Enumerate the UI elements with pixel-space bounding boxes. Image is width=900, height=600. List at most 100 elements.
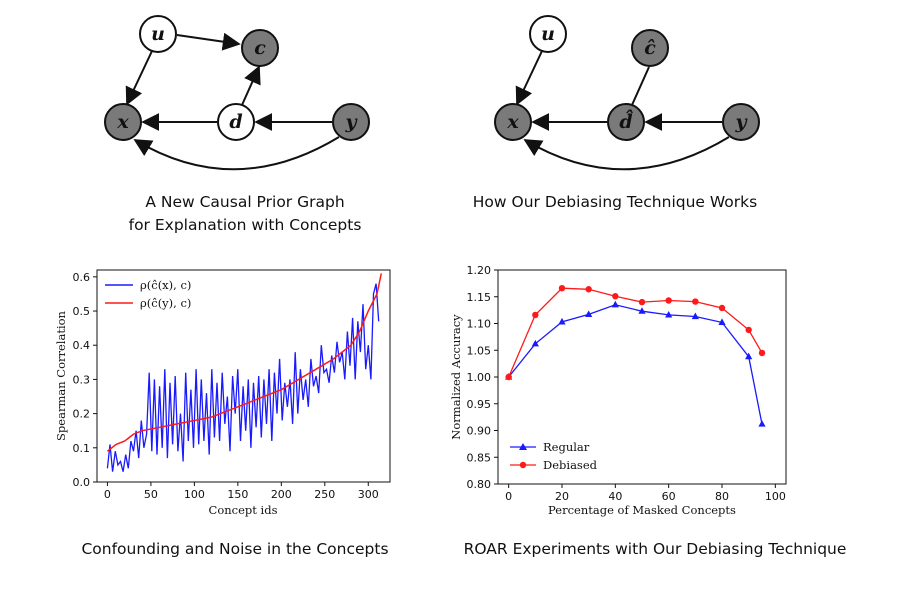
y-tick-label: 0.0 bbox=[73, 476, 91, 489]
y-tick-label: 0.95 bbox=[467, 398, 492, 411]
data-point-debiased bbox=[692, 298, 699, 305]
caption-confounding: Confounding and Noise in the Concepts bbox=[81, 540, 389, 558]
y-tick-label: 0.3 bbox=[73, 373, 91, 386]
edge-chat-dhat bbox=[631, 66, 650, 106]
y-tick-label: 0.5 bbox=[73, 305, 91, 318]
node-y bbox=[332, 103, 370, 141]
legend-label-regular: Regular bbox=[543, 440, 590, 454]
y-tick-label: 0.85 bbox=[467, 451, 492, 464]
data-point-debiased bbox=[745, 326, 752, 334]
data-point-debiased bbox=[638, 298, 646, 306]
node-d bbox=[217, 103, 255, 141]
edge-y-x-2 bbox=[523, 136, 730, 171]
data-point-regular bbox=[758, 420, 766, 427]
node-u bbox=[139, 15, 177, 53]
data-point-regular bbox=[638, 307, 646, 314]
x-tick-label: 200 bbox=[271, 488, 292, 501]
node-y-2 bbox=[722, 103, 760, 141]
caption-debiasing: How Our Debiasing Technique Works bbox=[472, 193, 758, 211]
y-tick-label: 1.20 bbox=[467, 264, 492, 277]
node-dhat bbox=[607, 103, 645, 141]
x-tick-label: 250 bbox=[314, 488, 335, 501]
node-y-2-label: y bbox=[734, 111, 748, 133]
node-chat-label: ĉ bbox=[644, 37, 656, 59]
node-c bbox=[241, 29, 279, 67]
data-point-debiased bbox=[612, 293, 619, 300]
node-u-label: u bbox=[151, 23, 165, 45]
x-axis-label: Concept ids bbox=[209, 503, 278, 517]
data-point-regular bbox=[691, 312, 699, 320]
y-axis-label-2: Normalized Accuracy bbox=[449, 314, 463, 440]
y-tick-label: 0.2 bbox=[73, 408, 91, 421]
series-line-c-hat-x bbox=[106, 283, 380, 472]
legend: ρ(ĉ(x), c) ρ(ĉ(y), c) bbox=[105, 278, 191, 310]
node-u-2 bbox=[529, 15, 567, 53]
debiasing-graph: u ĉ x d̂ y bbox=[494, 15, 760, 171]
data-point-regular bbox=[558, 317, 566, 325]
x-tick-label: 80 bbox=[715, 490, 729, 503]
edge-d-c bbox=[241, 65, 261, 106]
y-tick-label: 0.90 bbox=[467, 425, 492, 438]
edge-y-x bbox=[133, 136, 340, 171]
x-tick-label: 40 bbox=[608, 490, 622, 503]
node-x-2-label: x bbox=[506, 111, 519, 133]
node-d-label: d bbox=[229, 111, 242, 133]
causal-graph: u c x d y bbox=[104, 15, 370, 171]
x-tick-label: 150 bbox=[227, 488, 248, 501]
y-tick-label: 1.00 bbox=[467, 371, 492, 384]
node-c-label: c bbox=[254, 37, 266, 59]
data-point-regular bbox=[611, 300, 619, 308]
data-point-regular bbox=[585, 310, 593, 318]
y-tick-label: 0.1 bbox=[73, 442, 91, 455]
data-point-debiased bbox=[585, 286, 592, 293]
data-point-debiased bbox=[718, 304, 726, 312]
x-tick-label: 0 bbox=[104, 488, 111, 501]
node-chat bbox=[631, 29, 669, 67]
legend-label-debiased: Debiased bbox=[543, 458, 598, 472]
edge-u-c bbox=[176, 32, 241, 51]
legend-marker-debiased bbox=[519, 461, 527, 469]
y-tick-label: 1.10 bbox=[467, 318, 492, 331]
legend-marker-regular bbox=[519, 443, 527, 450]
data-point-debiased bbox=[558, 284, 566, 292]
x-tick-label: 300 bbox=[358, 488, 379, 501]
caption-causal-graph: A New Causal Prior Graph for Explanation… bbox=[100, 191, 390, 237]
caption-roar: ROAR Experiments with Our Debiasing Tech… bbox=[463, 540, 847, 558]
legend-2: Regular Debiased bbox=[510, 440, 598, 472]
x-tick-label: 20 bbox=[555, 490, 569, 503]
legend-label-series1: ρ(ĉ(x), c) bbox=[140, 278, 191, 292]
data-point-debiased bbox=[758, 349, 766, 357]
x-tick-label: 50 bbox=[144, 488, 158, 501]
data-point-debiased bbox=[532, 311, 539, 319]
node-x-2 bbox=[494, 103, 532, 141]
x-tick-label: 100 bbox=[184, 488, 205, 501]
y-tick-label: 1.05 bbox=[467, 344, 492, 357]
data-point-regular bbox=[718, 318, 726, 326]
node-x-label: x bbox=[116, 111, 129, 133]
y-tick-label: 0.6 bbox=[73, 271, 91, 284]
x-tick-label: 0 bbox=[505, 490, 512, 503]
spearman-chart: 0 50 100 150 200 250 3000.00.10.20.30.40.50.6 … bbox=[55, 269, 391, 517]
node-u-2-label: u bbox=[541, 23, 555, 45]
caption-causal-graph-line2: for Explanation with Concepts bbox=[128, 216, 362, 234]
node-y-label: y bbox=[344, 111, 358, 133]
roar-chart: 0 20 40 60 80 100 0.80 0.85 0.90 0.95 1.00 1.05 1.10… bbox=[449, 264, 787, 517]
data-point-debiased bbox=[505, 373, 512, 381]
data-point-regular bbox=[745, 352, 753, 360]
node-x bbox=[104, 103, 142, 141]
edge-u-x bbox=[125, 50, 153, 106]
y-tick-label: 0.4 bbox=[73, 339, 91, 352]
series-line-c-hat-y bbox=[106, 273, 383, 452]
data-point-debiased bbox=[665, 297, 672, 304]
plot-frame bbox=[96, 269, 391, 483]
y-tick-label: 0.80 bbox=[467, 478, 492, 491]
edge-u-x-2 bbox=[515, 50, 543, 106]
plot-frame-2 bbox=[497, 269, 787, 485]
legend-label-series2: ρ(ĉ(y), c) bbox=[140, 296, 191, 310]
y-axis-label: Spearman Correlation bbox=[55, 310, 68, 441]
x-tick-label: 60 bbox=[662, 490, 676, 503]
data-point-regular bbox=[665, 310, 673, 318]
y-tick-label: 1.15 bbox=[467, 291, 492, 304]
data-point-regular bbox=[531, 339, 539, 347]
node-dhat-label: d̂ bbox=[619, 109, 633, 133]
